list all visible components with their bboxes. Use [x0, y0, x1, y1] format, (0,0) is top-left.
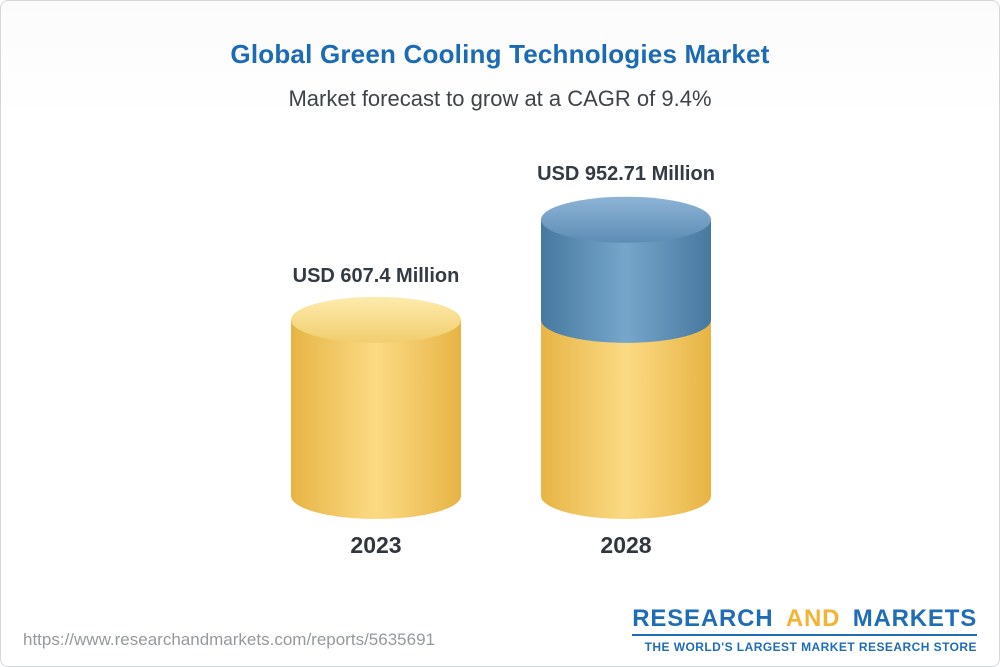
page-subtitle: Market forecast to grow at a CAGR of 9.4…: [288, 86, 712, 111]
category-label-2028: 2028: [600, 532, 652, 558]
value-label-2028: USD 952.71 Million: [537, 163, 715, 185]
category-label-2023: 2023: [350, 532, 402, 558]
cylinder-2023: [291, 296, 461, 519]
logo-tagline: THE WORLD'S LARGEST MARKET RESEARCH STOR…: [644, 640, 977, 654]
cylinder-2028: [541, 196, 711, 519]
chart-header: Global Green Cooling Technologies Market…: [1, 39, 999, 112]
logo-word-research: RESEARCH: [632, 604, 774, 632]
value-label-2023: USD 607.4 Million: [292, 265, 460, 287]
report-url: https://www.researchandmarkets.com/repor…: [23, 630, 435, 649]
logo-divider: [632, 634, 977, 636]
research-and-markets-logo: RESEARCH AND MARKETS THE WORLD'S LARGEST…: [632, 606, 977, 654]
logo-word-and: AND: [785, 604, 841, 632]
page-title: Global Green Cooling Technologies Market: [230, 39, 770, 69]
logo-wordmark: RESEARCH AND MARKETS: [632, 606, 977, 631]
logo-word-markets: MARKETS: [852, 604, 977, 632]
